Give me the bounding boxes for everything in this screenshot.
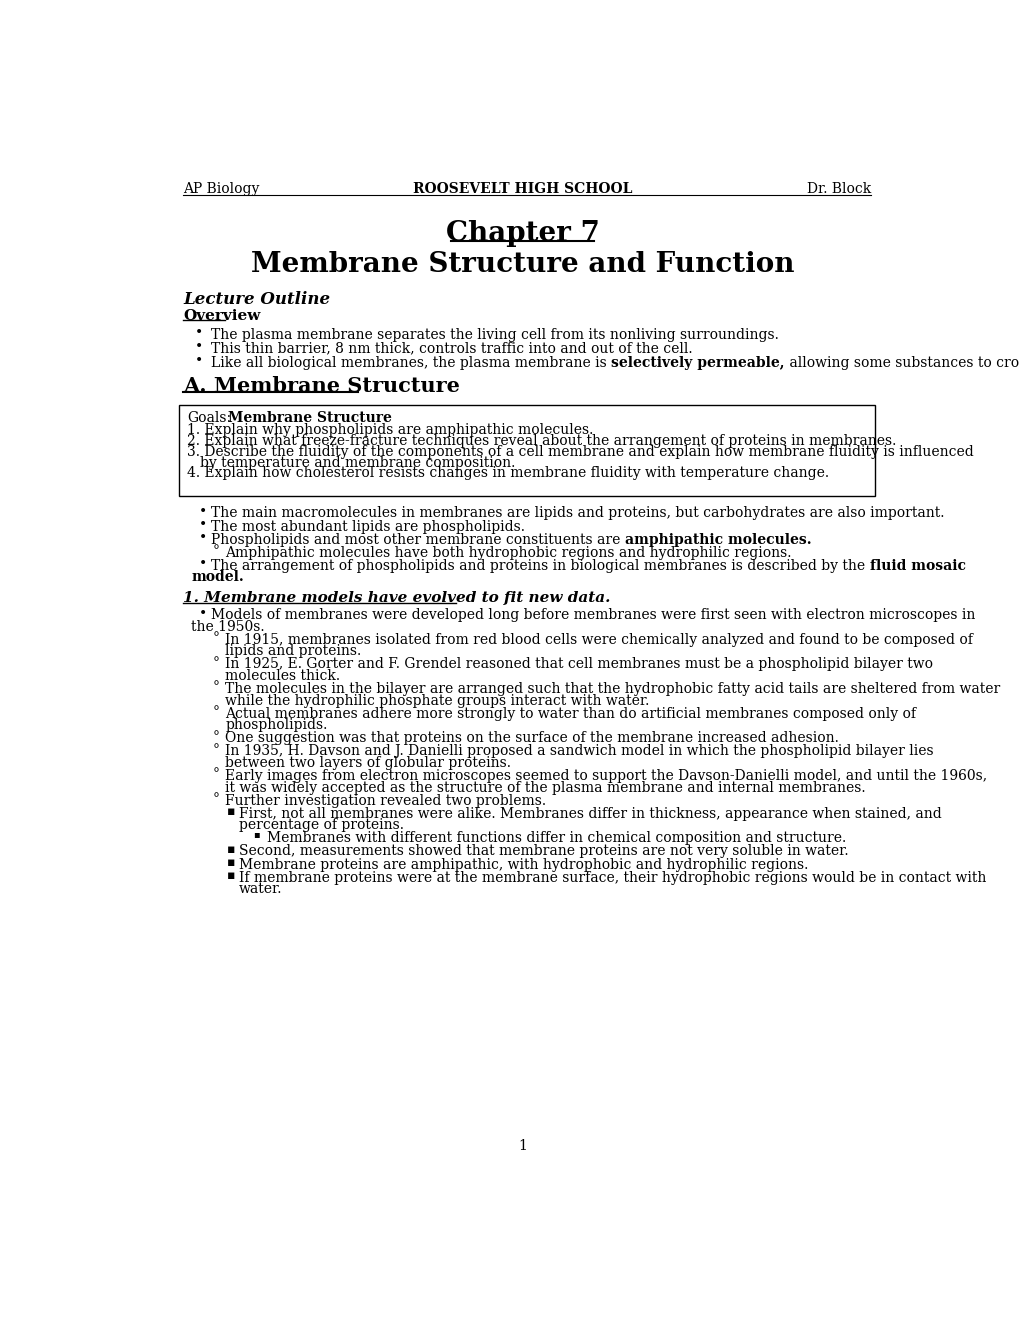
Text: selectively permeable,: selectively permeable, — [610, 355, 784, 370]
Text: Lecture Outline: Lecture Outline — [183, 290, 330, 308]
Text: In 1925, E. Gorter and F. Grendel reasoned that cell membranes must be a phospho: In 1925, E. Gorter and F. Grendel reason… — [225, 657, 932, 672]
Text: Membrane Structure and Function: Membrane Structure and Function — [251, 251, 794, 277]
Text: Models of membranes were developed long before membranes were first seen with el: Models of membranes were developed long … — [211, 609, 974, 622]
Text: Like all biological membranes, the plasma membrane is: Like all biological membranes, the plasm… — [211, 355, 610, 370]
Text: ROOSEVELT HIGH SCHOOL: ROOSEVELT HIGH SCHOOL — [413, 182, 632, 195]
Text: The main macromolecules in membranes are lipids and proteins, but carbohydrates : The main macromolecules in membranes are… — [211, 507, 944, 520]
Text: between two layers of globular proteins.: between two layers of globular proteins. — [225, 756, 511, 770]
Text: The most abundant lipids are phospholipids.: The most abundant lipids are phospholipi… — [211, 520, 525, 533]
Text: ▪: ▪ — [226, 857, 235, 869]
Text: Second, measurements showed that membrane proteins are not very soluble in water: Second, measurements showed that membran… — [238, 845, 848, 858]
Text: allowing some substances to cross more easily than others.: allowing some substances to cross more e… — [784, 355, 1019, 370]
Text: AP Biology: AP Biology — [183, 182, 260, 195]
Text: This thin barrier, 8 nm thick, controls traffic into and out of the cell.: This thin barrier, 8 nm thick, controls … — [211, 342, 692, 355]
Text: amphipathic molecules.: amphipathic molecules. — [625, 533, 811, 546]
Text: °: ° — [213, 743, 219, 756]
Text: In 1915, membranes isolated from red blood cells were chemically analyzed and fo: In 1915, membranes isolated from red blo… — [225, 632, 972, 647]
Text: •: • — [199, 557, 207, 572]
Text: The molecules in the bilayer are arranged such that the hydrophobic fatty acid t: The molecules in the bilayer are arrange… — [225, 682, 1000, 696]
Text: by temperature and membrane composition.: by temperature and membrane composition. — [200, 455, 516, 470]
Text: °: ° — [213, 792, 219, 807]
Text: it was widely accepted as the structure of the plasma membrane and internal memb: it was widely accepted as the structure … — [225, 780, 865, 795]
FancyBboxPatch shape — [179, 405, 874, 496]
Text: ▪: ▪ — [226, 843, 235, 855]
Text: 3. Describe the fluidity of the components of a cell membrane and explain how me: 3. Describe the fluidity of the componen… — [187, 445, 973, 459]
Text: percentage of proteins.: percentage of proteins. — [238, 818, 404, 833]
Text: Further investigation revealed two problems.: Further investigation revealed two probl… — [225, 793, 546, 808]
Text: °: ° — [213, 730, 219, 743]
Text: Goals:: Goals: — [187, 411, 231, 425]
Text: lipids and proteins.: lipids and proteins. — [225, 644, 361, 659]
Text: •: • — [199, 517, 207, 532]
Text: phospholipids.: phospholipids. — [225, 718, 327, 733]
Text: In 1935, H. Davson and J. Danielli proposed a sandwich model in which the phosph: In 1935, H. Davson and J. Danielli propo… — [225, 744, 932, 759]
Text: Overview: Overview — [183, 309, 261, 323]
Text: •: • — [199, 607, 207, 620]
Text: °: ° — [213, 656, 219, 669]
Text: °: ° — [213, 705, 219, 719]
Text: °: ° — [213, 631, 219, 645]
Text: Amphipathic molecules have both hydrophobic regions and hydrophilic regions.: Amphipathic molecules have both hydropho… — [225, 545, 791, 560]
Text: model.: model. — [191, 570, 244, 585]
Text: the 1950s.: the 1950s. — [191, 619, 264, 634]
Text: Membranes with different functions differ in chemical composition and structure.: Membranes with different functions diffe… — [267, 832, 846, 845]
Text: First, not all membranes were alike. Membranes differ in thickness, appearance w: First, not all membranes were alike. Mem… — [238, 807, 941, 821]
Text: °: ° — [213, 544, 219, 558]
Text: 1: 1 — [518, 1139, 527, 1154]
Text: ▪: ▪ — [226, 869, 235, 882]
Text: •: • — [195, 326, 203, 341]
Text: A. Membrane Structure: A. Membrane Structure — [183, 376, 460, 396]
Text: •: • — [195, 354, 203, 368]
Text: 4. Explain how cholesterol resists changes in membrane fluidity with temperature: 4. Explain how cholesterol resists chang… — [187, 466, 828, 480]
Text: Dr. Block: Dr. Block — [806, 182, 870, 195]
Text: The arrangement of phospholipids and proteins in biological membranes is describ: The arrangement of phospholipids and pro… — [211, 558, 869, 573]
Text: Actual membranes adhere more strongly to water than do artificial membranes comp: Actual membranes adhere more strongly to… — [225, 706, 915, 721]
Text: Chapter 7: Chapter 7 — [445, 220, 599, 247]
Text: One suggestion was that proteins on the surface of the membrane increased adhesi: One suggestion was that proteins on the … — [225, 731, 839, 746]
Text: The plasma membrane separates the living cell from its nonliving surroundings.: The plasma membrane separates the living… — [211, 327, 779, 342]
Text: ▪: ▪ — [253, 830, 260, 838]
Text: •: • — [195, 341, 203, 354]
Text: 1. Membrane models have evolved to fit new data.: 1. Membrane models have evolved to fit n… — [183, 591, 610, 605]
Text: Membrane proteins are amphipathic, with hydrophobic and hydrophilic regions.: Membrane proteins are amphipathic, with … — [238, 858, 808, 871]
Text: °: ° — [213, 767, 219, 781]
Text: fluid mosaic: fluid mosaic — [869, 558, 965, 573]
Text: Membrane Structure: Membrane Structure — [228, 411, 391, 425]
Text: 1. Explain why phospholipids are amphipathic molecules.: 1. Explain why phospholipids are amphipa… — [187, 424, 593, 437]
Text: Phospholipids and most other membrane constituents are: Phospholipids and most other membrane co… — [211, 533, 625, 546]
Text: 2. Explain what freeze-fracture techniques reveal about the arrangement of prote: 2. Explain what freeze-fracture techniqu… — [187, 434, 896, 447]
Text: °: ° — [213, 681, 219, 694]
Text: molecules thick.: molecules thick. — [225, 669, 340, 682]
Text: •: • — [199, 531, 207, 545]
Text: while the hydrophilic phosphate groups interact with water.: while the hydrophilic phosphate groups i… — [225, 693, 649, 708]
Text: If membrane proteins were at the membrane surface, their hydrophobic regions wou: If membrane proteins were at the membran… — [238, 871, 985, 884]
Text: •: • — [199, 506, 207, 519]
Text: Early images from electron microscopes seemed to support the Davson-Danielli mod: Early images from electron microscopes s… — [225, 770, 986, 783]
Text: water.: water. — [238, 882, 282, 896]
Text: ▪: ▪ — [226, 805, 235, 818]
